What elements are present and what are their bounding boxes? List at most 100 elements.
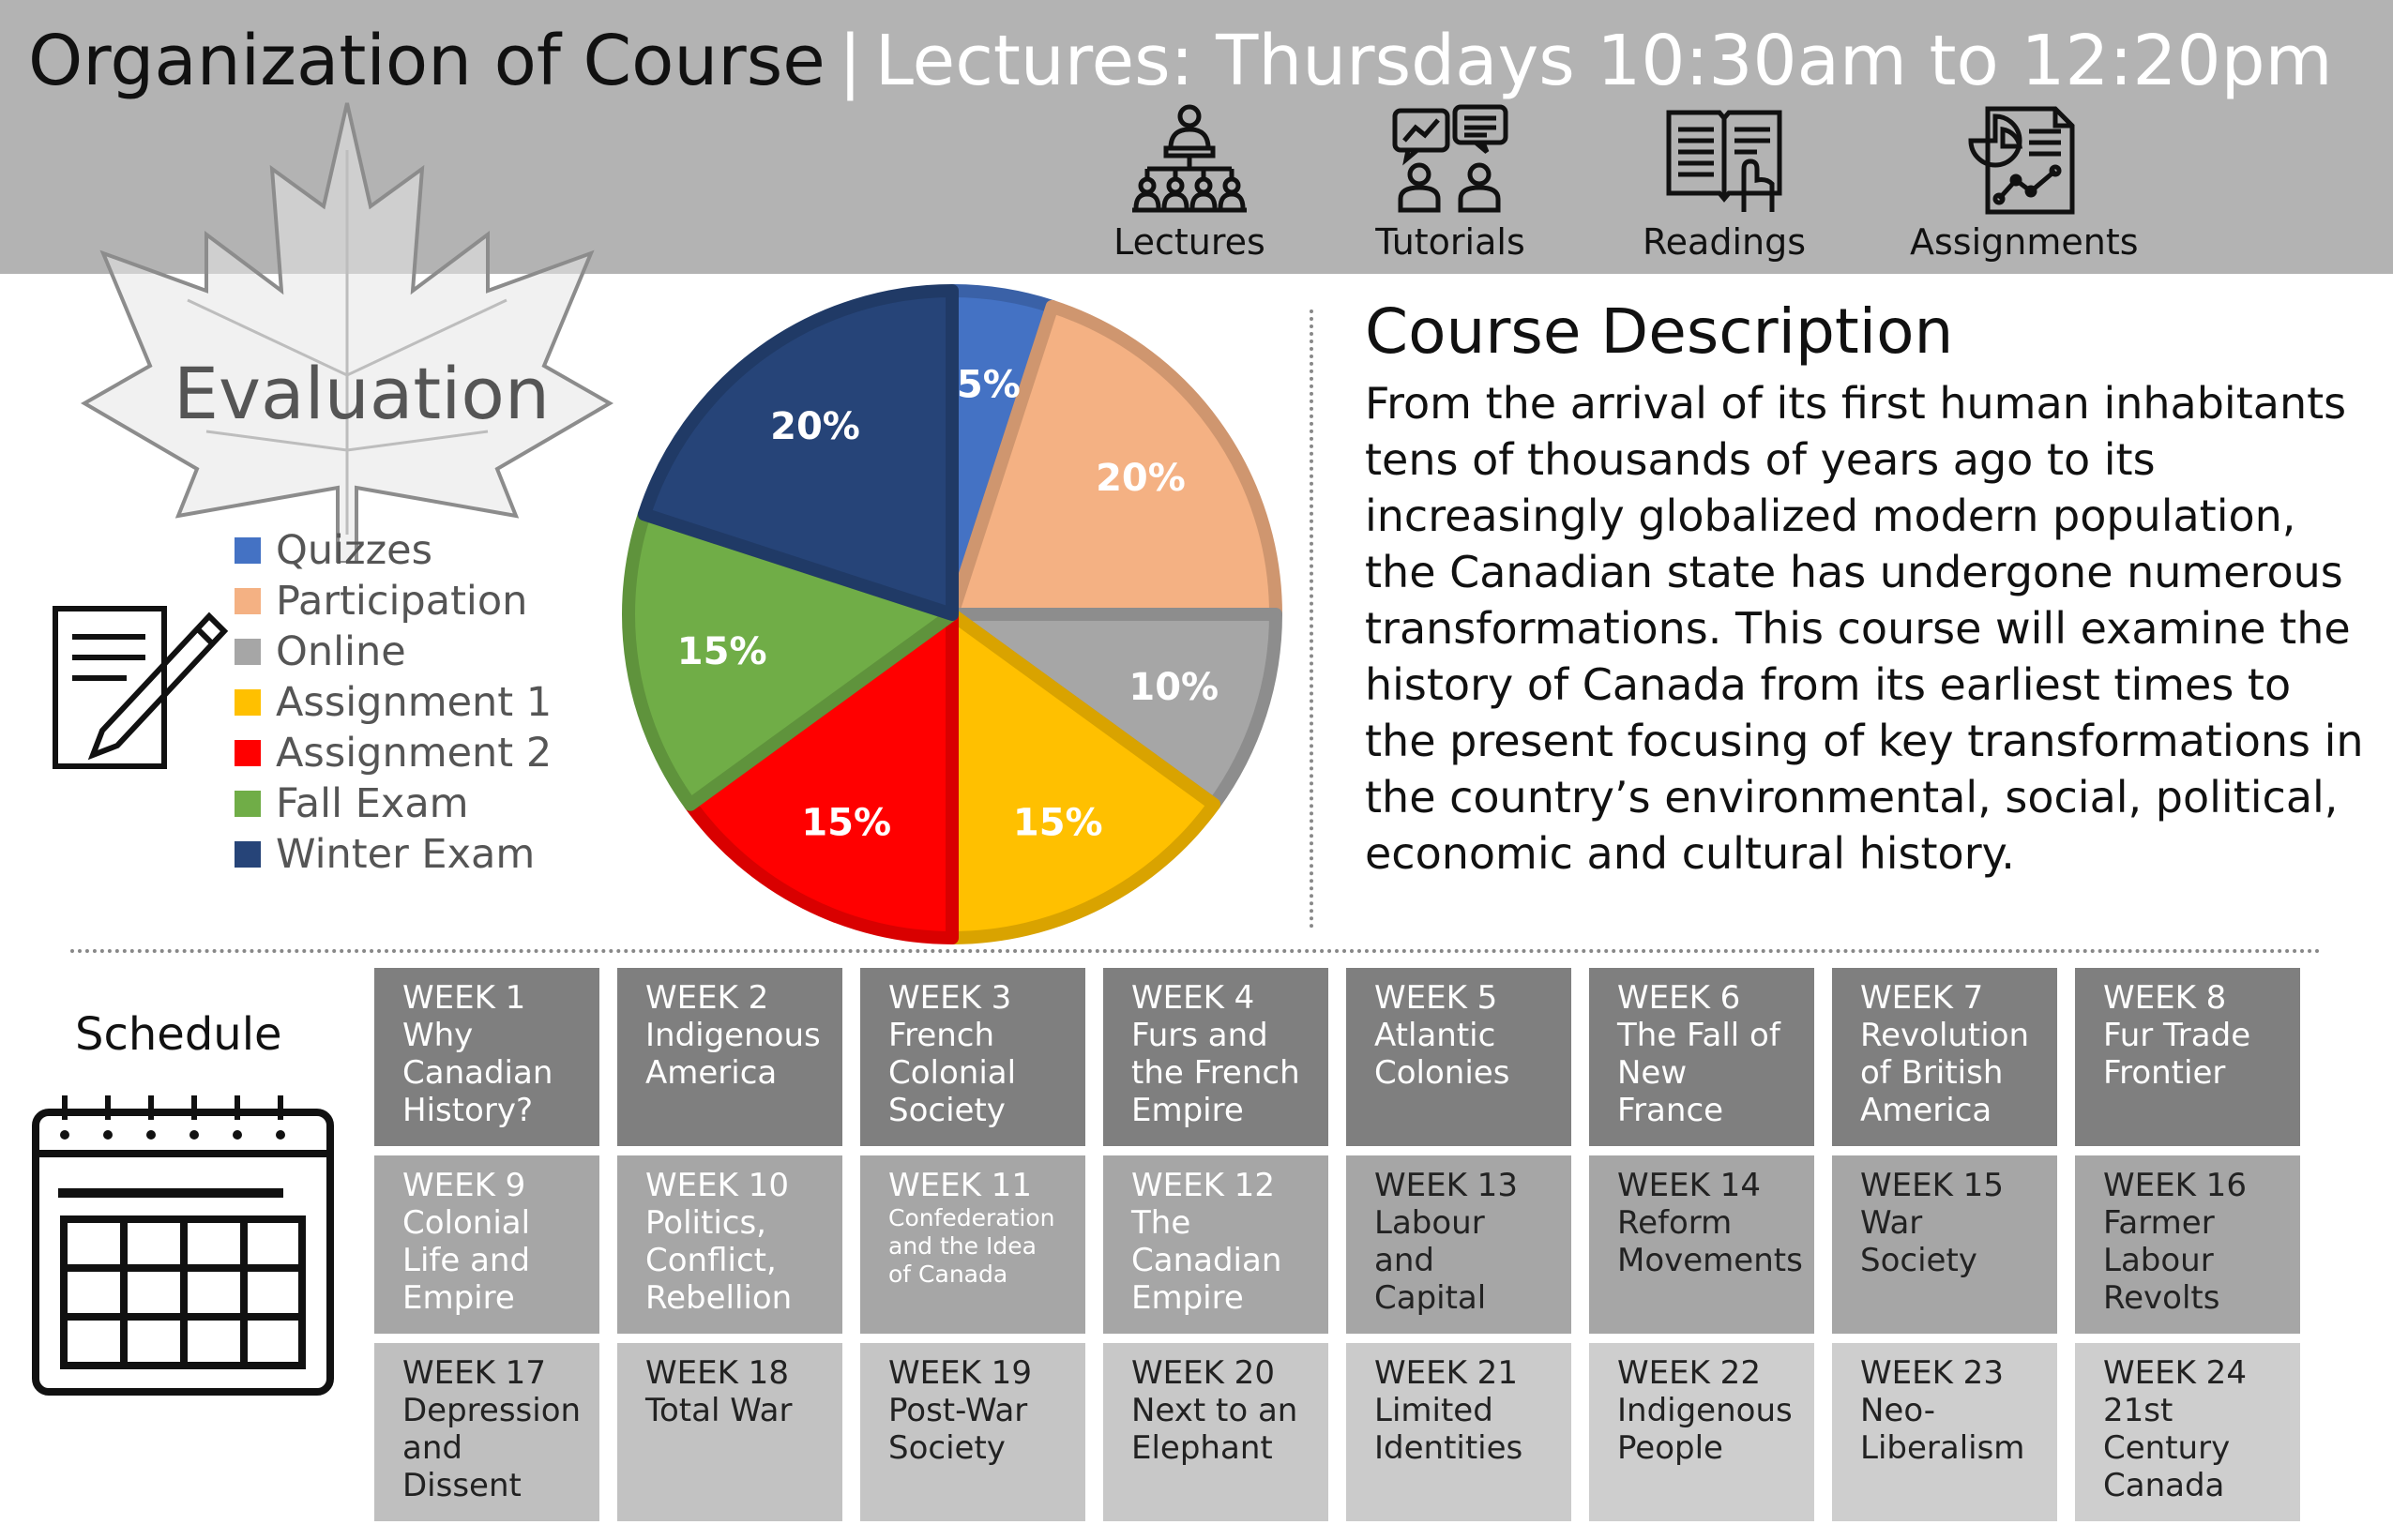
- week-topic: Neo-Liberalism: [1860, 1392, 2025, 1467]
- readings-label: Readings: [1642, 221, 1807, 263]
- schedule-week-14: WEEK 14 Reform Movements: [1589, 1155, 1814, 1334]
- schedule-week-4: WEEK 4 Furs and the French Empire: [1103, 968, 1328, 1146]
- week-number: WEEK 2: [645, 979, 769, 1017]
- week-topic: Post-War Society: [888, 1392, 1028, 1467]
- pie-data-label: 15%: [801, 801, 891, 844]
- week-number: WEEK 16: [2103, 1167, 2247, 1204]
- week-number: WEEK 8: [2103, 979, 2227, 1017]
- legend-item: Fall Exam: [235, 778, 552, 829]
- week-number: WEEK 19: [888, 1354, 1032, 1392]
- assignments-item: Assignments: [1910, 103, 2139, 263]
- schedule-week-23: WEEK 23 Neo-Liberalism: [1832, 1343, 2057, 1521]
- schedule-week-1: WEEK 1 Why Canadian History?: [374, 968, 599, 1146]
- tutorials-item: Tutorials: [1338, 103, 1563, 263]
- schedule-week-19: WEEK 19 Post-War Society: [860, 1343, 1085, 1521]
- schedule-week-15: WEEK 15 War Society: [1832, 1155, 2057, 1334]
- pie-slice: [946, 299, 1282, 621]
- pie-data-label: 15%: [677, 630, 767, 673]
- calendar-icon: [32, 1095, 334, 1396]
- schedule-week-2: WEEK 2 Indigenous America: [617, 968, 842, 1146]
- title-left: Organization of Course: [28, 21, 825, 101]
- legend-label: Participation: [276, 578, 528, 625]
- page-title: Organization of Course | Lectures: Thursda…: [28, 9, 2333, 113]
- week-number: WEEK 11: [888, 1167, 1032, 1204]
- lectures-item: Lectures: [1077, 103, 1302, 263]
- schedule-week-16: WEEK 16 Farmer Labour Revolts: [2075, 1155, 2300, 1334]
- tutorials-label: Tutorials: [1375, 221, 1525, 263]
- week-topic: Labour and Capital: [1374, 1204, 1487, 1317]
- legend-item: Quizzes: [235, 525, 552, 576]
- week-number: WEEK 4: [1131, 979, 1255, 1017]
- tutorials-icon: [1392, 104, 1508, 213]
- week-number: WEEK 15: [1860, 1167, 2004, 1204]
- week-number: WEEK 12: [1131, 1167, 1275, 1204]
- week-number: WEEK 22: [1617, 1354, 1761, 1392]
- legend-item: Participation: [235, 576, 552, 627]
- week-topic: War Society: [1860, 1204, 1977, 1279]
- week-topic: The Canadian Empire: [1131, 1204, 1282, 1317]
- week-topic: Reform Movements: [1617, 1204, 1803, 1279]
- week-topic: Next to an Elephant: [1131, 1392, 1298, 1467]
- readings-icon: [1666, 110, 1782, 212]
- readings-item: Readings: [1612, 103, 1837, 263]
- legend-label: Fall Exam: [276, 780, 469, 827]
- title-right: Lectures: Thursdays 10:30am to 12:20pm: [874, 21, 2333, 101]
- schedule-week-13: WEEK 13 Labour and Capital: [1346, 1155, 1571, 1334]
- week-topic: Revolution of British America: [1860, 1017, 2030, 1129]
- week-topic: Total War: [645, 1392, 793, 1429]
- legend-item: Assignment 1: [235, 677, 552, 728]
- pie-data-label: 5%: [957, 364, 1021, 407]
- horizontal-divider: [70, 949, 2322, 953]
- legend-swatch: [235, 791, 261, 817]
- week-topic: Indigenous America: [645, 1017, 821, 1092]
- schedule-week-9: WEEK 9 Colonial Life and Empire: [374, 1155, 599, 1334]
- legend-label: Quizzes: [276, 527, 433, 574]
- legend-swatch: [235, 639, 261, 665]
- pie-slice: [683, 608, 959, 944]
- pie-data-label: 10%: [1128, 666, 1219, 709]
- document-pencil-icon: [53, 606, 229, 769]
- week-number: WEEK 7: [1860, 979, 1984, 1017]
- week-number: WEEK 23: [1860, 1354, 2004, 1392]
- legend-swatch: [235, 588, 261, 614]
- maple-leaf-watermark: [81, 102, 613, 563]
- assignments-icon: [1968, 106, 2075, 215]
- week-topic: Indigenous People: [1617, 1392, 1793, 1467]
- week-topic: Furs and the French Empire: [1131, 1017, 1300, 1129]
- lectures-icon: [1132, 104, 1247, 213]
- pie-data-label: 20%: [770, 405, 860, 448]
- legend-swatch: [235, 689, 261, 716]
- assignments-label: Assignments: [1910, 221, 2139, 263]
- week-number: WEEK 17: [402, 1354, 546, 1392]
- week-number: WEEK 14: [1617, 1167, 1761, 1204]
- pie-slice: [946, 608, 1221, 944]
- schedule-grid: WEEK 1 Why Canadian History? WEEK 2 Indigen…: [374, 968, 2300, 1521]
- schedule-week-8: WEEK 8 Fur Trade Frontier: [2075, 968, 2300, 1146]
- legend-swatch: [235, 841, 261, 868]
- week-topic: 21st Century Canada: [2103, 1392, 2231, 1504]
- title-separator: |: [838, 21, 862, 101]
- schedule-week-10: WEEK 10 Politics, Conflict, Rebellion: [617, 1155, 842, 1334]
- lectures-label: Lectures: [1113, 221, 1265, 263]
- schedule-week-17: WEEK 17 Depression and Dissent: [374, 1343, 599, 1521]
- week-topic: Fur Trade Frontier: [2103, 1017, 2251, 1092]
- pie-slice: [946, 608, 1282, 811]
- week-topic: Depression and Dissent: [402, 1392, 582, 1504]
- schedule-week-3: WEEK 3 French Colonial Society: [860, 968, 1085, 1146]
- week-topic: Politics, Conflict, Rebellion: [645, 1204, 793, 1317]
- legend-item: Winter Exam: [235, 829, 552, 880]
- week-number: WEEK 1: [402, 979, 526, 1017]
- week-topic: French Colonial Society: [888, 1017, 1017, 1129]
- week-number: WEEK 9: [402, 1167, 526, 1204]
- evaluation-pie-chart: 5% 20% 10% 15% 15% 15% 20%: [622, 284, 1282, 944]
- week-number: WEEK 13: [1374, 1167, 1518, 1204]
- schedule-week-20: WEEK 20 Next to an Elephant: [1103, 1343, 1328, 1521]
- week-topic: Confederation and the Idea of Canada: [888, 1204, 1055, 1288]
- week-number: WEEK 3: [888, 979, 1012, 1017]
- course-description-text: From the arrival of its first human inha…: [1365, 378, 2364, 879]
- week-topic: The Fall of New France: [1617, 1017, 1780, 1129]
- week-number: WEEK 24: [2103, 1354, 2247, 1392]
- course-description-title: Course Description: [1365, 295, 1954, 368]
- legend-label: Assignment 1: [276, 679, 553, 726]
- pie-data-label: 20%: [1096, 457, 1186, 500]
